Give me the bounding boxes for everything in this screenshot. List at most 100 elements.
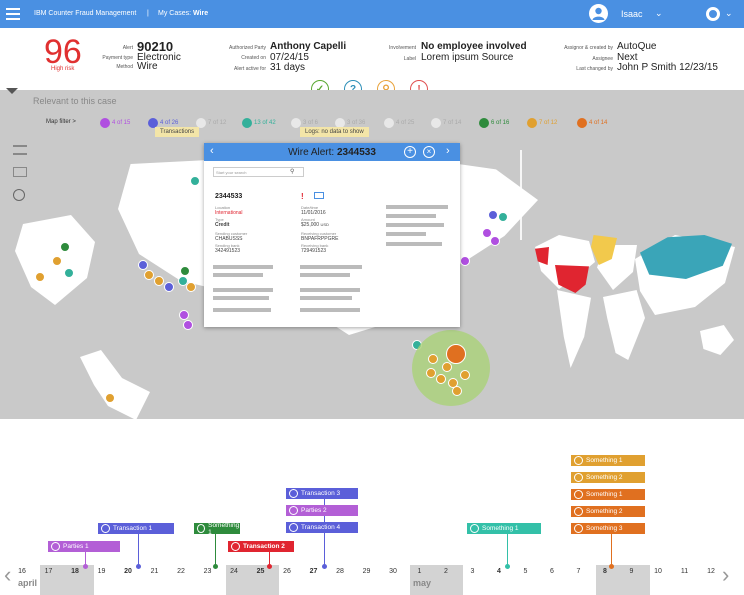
map-pin[interactable]	[105, 393, 115, 403]
filter-chip[interactable]: 13 of 42	[242, 117, 276, 128]
timeline-event[interactable]: Something 2	[571, 472, 645, 483]
timeline-day[interactable]: 10	[654, 568, 662, 575]
map-pin[interactable]	[138, 260, 148, 270]
map-pin[interactable]	[482, 228, 492, 238]
filter-chip[interactable]: 4 of 15	[100, 117, 130, 128]
map-pin[interactable]	[60, 242, 70, 252]
map-pin[interactable]	[488, 210, 498, 220]
timeline-day[interactable]: 8	[603, 568, 607, 575]
map-pin[interactable]	[183, 320, 193, 330]
timeline-day[interactable]: 12	[707, 568, 715, 575]
add-icon[interactable]: +	[404, 146, 416, 158]
map-pin[interactable]	[190, 176, 200, 186]
filter-chip[interactable]: 6 of 16	[479, 117, 509, 128]
timeline-day[interactable]: 23	[203, 568, 212, 575]
world-minimap[interactable]	[535, 235, 740, 375]
filter-chip[interactable]: 4 of 14	[577, 117, 607, 128]
user-name[interactable]: Isaac	[621, 9, 643, 19]
map-pin[interactable]	[154, 276, 164, 286]
timeline-day[interactable]: 24	[230, 568, 238, 575]
hamburger-menu-icon[interactable]	[6, 8, 20, 20]
timeline-event[interactable]: Transaction 2	[228, 541, 294, 552]
timeline-day[interactable]: 16	[18, 568, 26, 575]
timeline-day[interactable]: 9	[629, 568, 634, 575]
timeline-next-button[interactable]: ›	[722, 562, 730, 587]
app-name[interactable]: IBM Counter Fraud Management	[34, 10, 137, 17]
map-pin[interactable]	[186, 282, 196, 292]
timeline-day[interactable]: 28	[336, 568, 344, 575]
timeline-day[interactable]: 29	[362, 568, 371, 575]
map-cluster[interactable]	[412, 330, 490, 406]
timeline-event[interactable]: Something 1	[571, 455, 645, 466]
timeline-dot[interactable]	[505, 564, 510, 569]
map-pin[interactable]	[164, 282, 174, 292]
chevron-right-icon[interactable]: ›	[446, 145, 450, 157]
search-icon[interactable]: ⚲	[290, 169, 295, 175]
timeline-day[interactable]: 11	[680, 568, 689, 575]
timeline-day[interactable]: 18	[71, 568, 79, 575]
timeline-dot[interactable]	[213, 564, 218, 569]
timeline-event[interactable]: Parties 2	[286, 505, 358, 516]
chevron-down-icon[interactable]: ⌄	[725, 8, 733, 18]
timeline-dot[interactable]	[136, 564, 141, 569]
timeline-day[interactable]: 4	[497, 568, 501, 575]
map-pin[interactable]	[460, 256, 470, 266]
timeline-day[interactable]: 21	[150, 568, 159, 575]
filter-chip[interactable]: 7 of 12	[196, 117, 226, 128]
map-pin[interactable]	[64, 268, 74, 278]
timeline-event[interactable]: Something 1	[467, 523, 541, 534]
map-pin[interactable]	[178, 276, 188, 286]
timeline-day[interactable]: 19	[97, 568, 106, 575]
timeline-prev-button[interactable]: ‹	[4, 562, 12, 587]
collapse-caret-icon[interactable]	[6, 88, 18, 94]
map-pin[interactable]	[35, 272, 45, 282]
timeline-day[interactable]: 27	[309, 568, 318, 575]
timeline-dot[interactable]	[83, 564, 88, 569]
chevron-down-icon[interactable]: ⌄	[655, 8, 663, 18]
timeline-event[interactable]: Something 1	[194, 522, 240, 536]
timeline-event[interactable]: Transaction 4	[286, 522, 358, 533]
map-view-icon[interactable]	[13, 167, 27, 177]
filter-chip[interactable]: 4 of 26	[148, 117, 178, 128]
timeline-day[interactable]: 30	[389, 568, 397, 575]
timeline-day[interactable]: 17	[44, 568, 53, 575]
map-pin[interactable]	[179, 310, 189, 320]
timeline-day[interactable]: 20	[124, 568, 132, 575]
timeline-day[interactable]: 25	[256, 568, 265, 575]
timeline-day[interactable]: 1	[417, 568, 422, 575]
timeline-event[interactable]: Transaction 3	[286, 488, 358, 499]
map-pin[interactable]	[490, 236, 500, 246]
timeline-event[interactable]: Something 1	[571, 489, 645, 500]
filter-chip[interactable]: 3 of 36	[335, 117, 365, 128]
timeline-event[interactable]: Something 2	[571, 506, 645, 517]
timeline-dot[interactable]	[322, 564, 327, 569]
help-lifebuoy-icon[interactable]	[706, 7, 720, 21]
timeline-day[interactable]: 22	[177, 568, 185, 575]
timeline-day[interactable]: 26	[283, 568, 291, 575]
timeline-day[interactable]: 5	[523, 568, 528, 575]
timeline-dot[interactable]	[267, 564, 272, 569]
list-view-icon[interactable]	[13, 145, 27, 155]
map-pin[interactable]	[180, 266, 190, 276]
timeline-day[interactable]: 3	[470, 568, 475, 575]
globe-icon[interactable]	[13, 189, 25, 201]
map-pin[interactable]	[52, 256, 62, 266]
timeline-day[interactable]: 2	[444, 568, 448, 575]
breadcrumb[interactable]: My Cases: Wire	[158, 10, 208, 17]
close-icon[interactable]: ×	[423, 146, 435, 158]
popup-search-input[interactable]: Start your search	[213, 167, 304, 177]
filter-chip[interactable]: 3 of 6	[291, 117, 318, 128]
map-pin[interactable]	[144, 270, 154, 280]
avatar[interactable]	[589, 4, 608, 23]
chevron-left-icon[interactable]: ‹	[210, 145, 214, 157]
filter-chip[interactable]: 4 of 25	[384, 117, 414, 128]
timeline-day[interactable]: 7	[576, 568, 581, 575]
timeline-event[interactable]: Something 3	[571, 523, 645, 534]
folder-icon[interactable]	[314, 192, 324, 199]
timeline-dot[interactable]	[609, 564, 614, 569]
filter-chip[interactable]: 7 of 12	[527, 117, 557, 128]
timeline-event[interactable]: Transaction 1	[98, 523, 174, 534]
map-pin[interactable]	[498, 212, 508, 222]
filter-chip[interactable]: 7 of 14	[431, 117, 461, 128]
timeline-event[interactable]: Parties 1	[48, 541, 120, 552]
